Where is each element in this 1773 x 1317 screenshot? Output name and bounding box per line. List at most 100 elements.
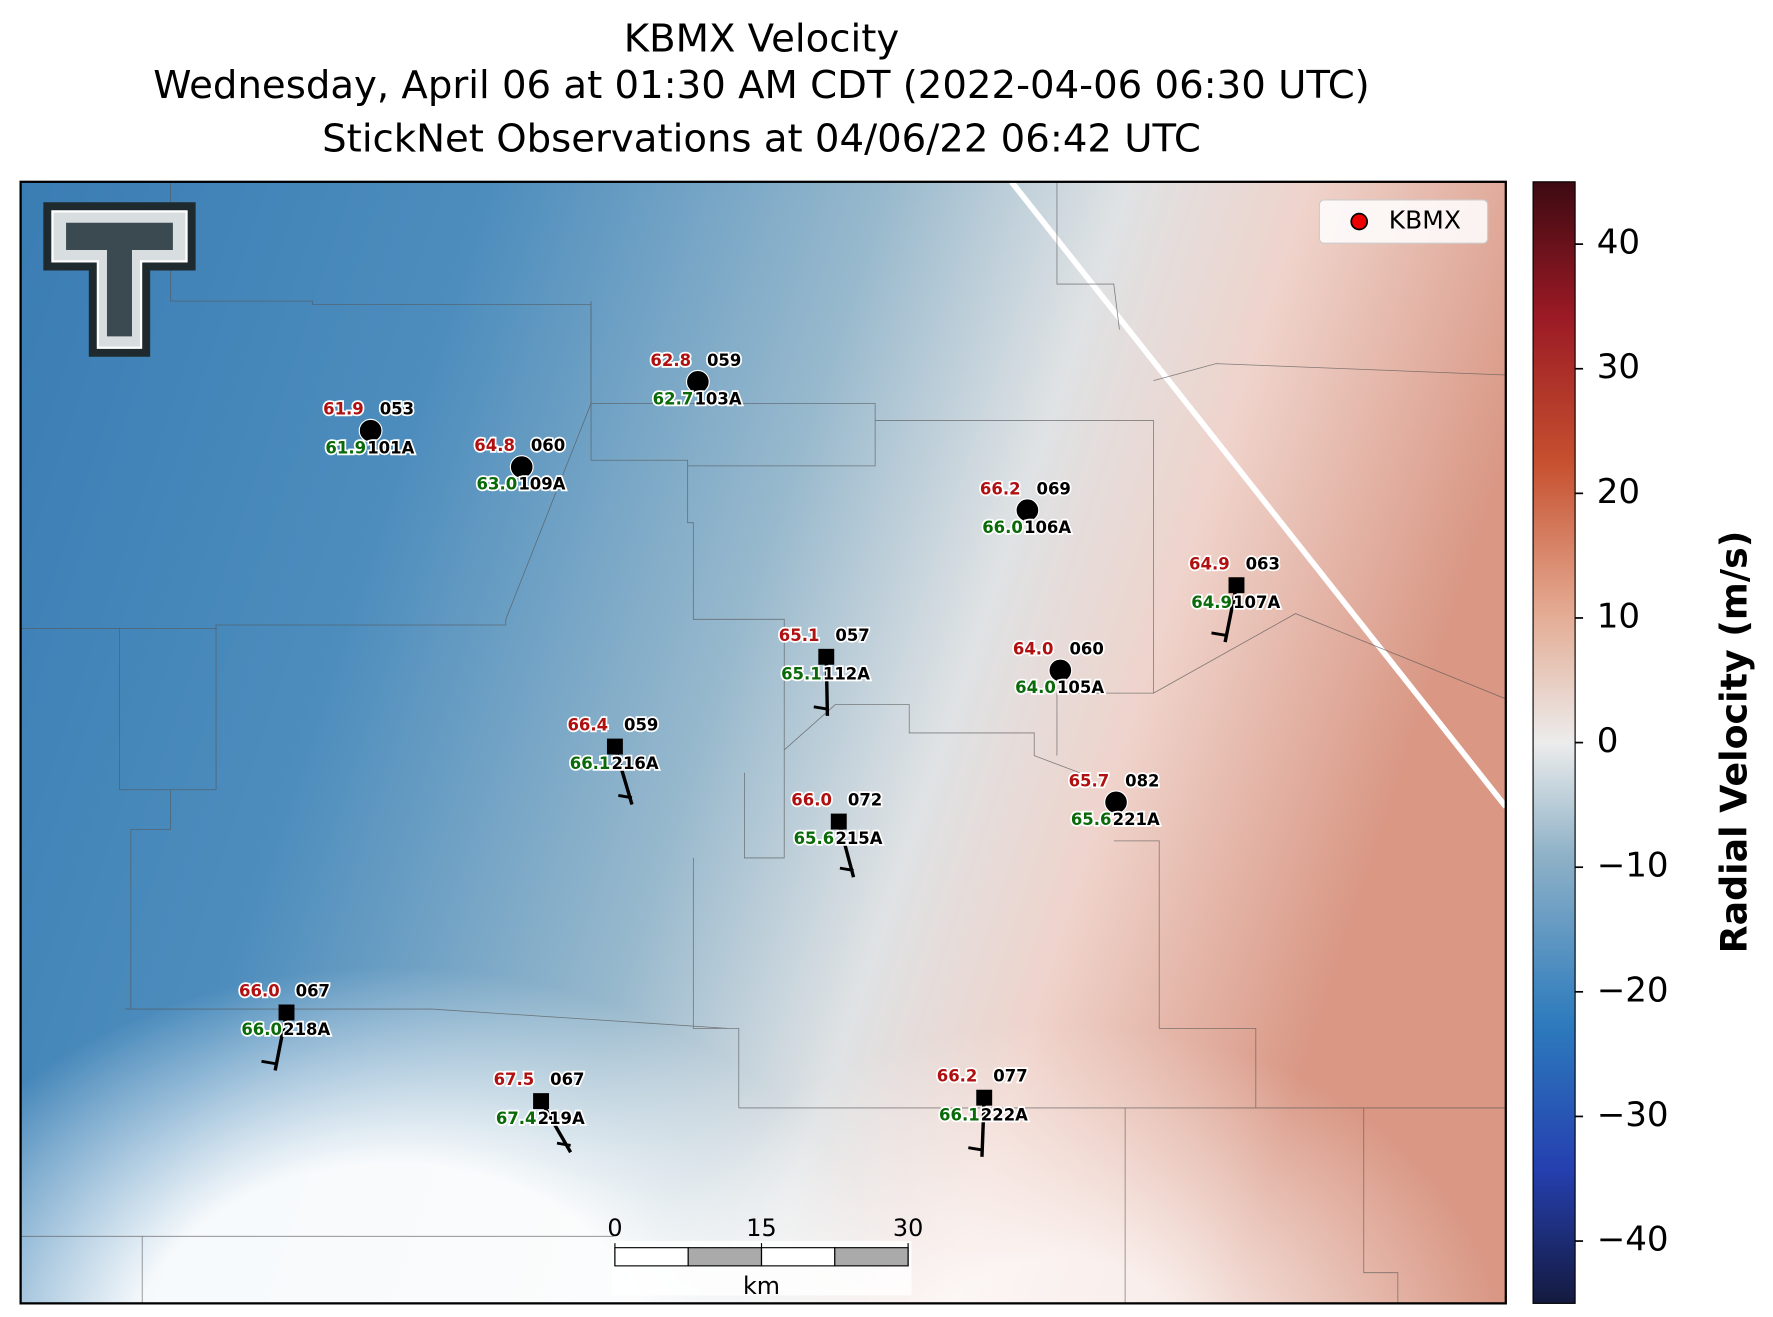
no-data-area bbox=[20, 181, 1506, 1304]
station-marker bbox=[606, 738, 623, 755]
wind-barb-tick bbox=[839, 866, 854, 872]
station-number: 059 bbox=[624, 716, 658, 735]
wind-barb bbox=[1223, 584, 1239, 643]
wind-barb-tick bbox=[1211, 631, 1226, 637]
station-id: 101A bbox=[367, 438, 414, 457]
station-number: 063 bbox=[1246, 554, 1280, 573]
logo bbox=[43, 202, 196, 357]
temperature: 66.4 bbox=[567, 716, 608, 735]
temperature: 64.0 bbox=[1013, 639, 1054, 658]
station-marker bbox=[1048, 658, 1073, 683]
title-line: KBMX Velocity bbox=[624, 16, 899, 61]
temperature: 66.0 bbox=[239, 982, 280, 1001]
scale-bar-label: 15 bbox=[746, 1214, 776, 1242]
station-marker bbox=[818, 648, 835, 665]
station-id: 106A bbox=[1024, 518, 1071, 537]
colorbar-tick-label: −40 bbox=[1597, 1220, 1669, 1260]
wind-barb bbox=[273, 1012, 289, 1071]
wind-barb-tick bbox=[261, 1059, 276, 1066]
station-marker bbox=[533, 1093, 550, 1110]
dewpoint: 64.0 bbox=[1015, 678, 1056, 697]
legend: KBMX bbox=[1318, 199, 1489, 244]
station-marker bbox=[278, 1004, 295, 1021]
wind-barb-tick bbox=[556, 1141, 571, 1147]
station-id: 222A bbox=[981, 1105, 1028, 1124]
colorbar-tick-label: −30 bbox=[1597, 1095, 1669, 1135]
wind-barb bbox=[980, 1097, 986, 1157]
scale-bar-segment bbox=[834, 1247, 909, 1267]
colorbar-tick-label: 30 bbox=[1597, 347, 1640, 387]
station: 67.5 067 67.4 219A bbox=[492, 1068, 587, 1154]
dewpoint: 65.1 bbox=[781, 664, 822, 683]
station-number: 057 bbox=[835, 626, 869, 645]
station-marker bbox=[685, 369, 710, 394]
station-number: 082 bbox=[1125, 771, 1159, 790]
station-number: 072 bbox=[848, 791, 882, 810]
station-marker bbox=[1104, 790, 1128, 815]
wind-barb bbox=[837, 821, 856, 878]
station: 61.9 053 61.9 101A bbox=[321, 398, 416, 459]
station-id: 103A bbox=[694, 389, 741, 408]
colorbar-tick-label: 0 bbox=[1597, 721, 1619, 761]
station-id: 221A bbox=[1113, 810, 1160, 829]
station-id: 109A bbox=[518, 475, 565, 494]
dewpoint: 66.1 bbox=[570, 754, 611, 773]
station-marker bbox=[976, 1089, 993, 1106]
map-frame bbox=[19, 180, 1507, 1305]
station: 66.0 072 65.6 215A bbox=[790, 789, 884, 878]
temperature: 61.9 bbox=[323, 400, 364, 419]
wind-barb bbox=[824, 656, 830, 716]
station-number: 077 bbox=[993, 1067, 1027, 1086]
station-number: 067 bbox=[296, 982, 330, 1001]
station-id: 218A bbox=[283, 1020, 330, 1039]
scale-bar-unit: km bbox=[743, 1272, 780, 1300]
station: 66.2 077 66.1 222A bbox=[935, 1065, 1030, 1157]
colorbar-label: Radial Velocity (m/s) bbox=[1712, 531, 1755, 954]
scale-bar-label: 30 bbox=[893, 1214, 923, 1242]
temperature: 67.5 bbox=[494, 1070, 535, 1089]
temperature: 62.8 bbox=[650, 351, 691, 370]
dewpoint: 66.0 bbox=[241, 1020, 282, 1039]
station-id: 216A bbox=[612, 754, 659, 773]
legend-box bbox=[1318, 199, 1489, 244]
station-number: 067 bbox=[550, 1070, 584, 1089]
station: 64.8 060 63.0 109A bbox=[473, 434, 568, 495]
title-line: Wednesday, April 06 at 01:30 AM CDT (202… bbox=[153, 63, 1370, 108]
station: 66.0 067 66.0 218A bbox=[237, 980, 332, 1071]
temperature: 64.8 bbox=[474, 436, 515, 455]
scale-bar-segment bbox=[614, 1247, 689, 1267]
station-id: 215A bbox=[835, 829, 882, 848]
temperature: 65.1 bbox=[779, 626, 820, 645]
dewpoint: 61.9 bbox=[325, 438, 366, 457]
station-id: 107A bbox=[1233, 593, 1280, 612]
dewpoint: 63.0 bbox=[477, 475, 518, 494]
station-marker bbox=[509, 455, 534, 479]
dewpoint: 66.1 bbox=[939, 1105, 980, 1124]
county-lines bbox=[20, 181, 1506, 1304]
dewpoint: 65.6 bbox=[1071, 810, 1112, 829]
temperature: 66.2 bbox=[937, 1067, 978, 1086]
scale-bar-label: 0 bbox=[607, 1214, 622, 1242]
radial-gap bbox=[1009, 181, 1506, 809]
colorbar bbox=[1532, 181, 1576, 1304]
title-line: StickNet Observations at 04/06/22 06:42 … bbox=[322, 116, 1201, 161]
colorbar-tick-label: 10 bbox=[1597, 596, 1640, 636]
legend-marker bbox=[1350, 212, 1369, 231]
scale-bar-segment bbox=[687, 1247, 763, 1267]
station-id: 112A bbox=[823, 664, 870, 683]
station-number: 053 bbox=[380, 400, 414, 419]
station: 66.4 059 66.1 216A bbox=[566, 714, 661, 805]
legend-label: KBMX bbox=[1389, 206, 1461, 235]
temperature: 65.7 bbox=[1069, 771, 1110, 790]
dewpoint: 62.7 bbox=[653, 389, 694, 408]
station-id: 219A bbox=[538, 1109, 585, 1128]
scale-bar-segment bbox=[760, 1247, 836, 1267]
dewpoint: 67.4 bbox=[496, 1109, 537, 1128]
station-number: 060 bbox=[1069, 639, 1103, 658]
wind-barb-tick bbox=[968, 1146, 983, 1152]
